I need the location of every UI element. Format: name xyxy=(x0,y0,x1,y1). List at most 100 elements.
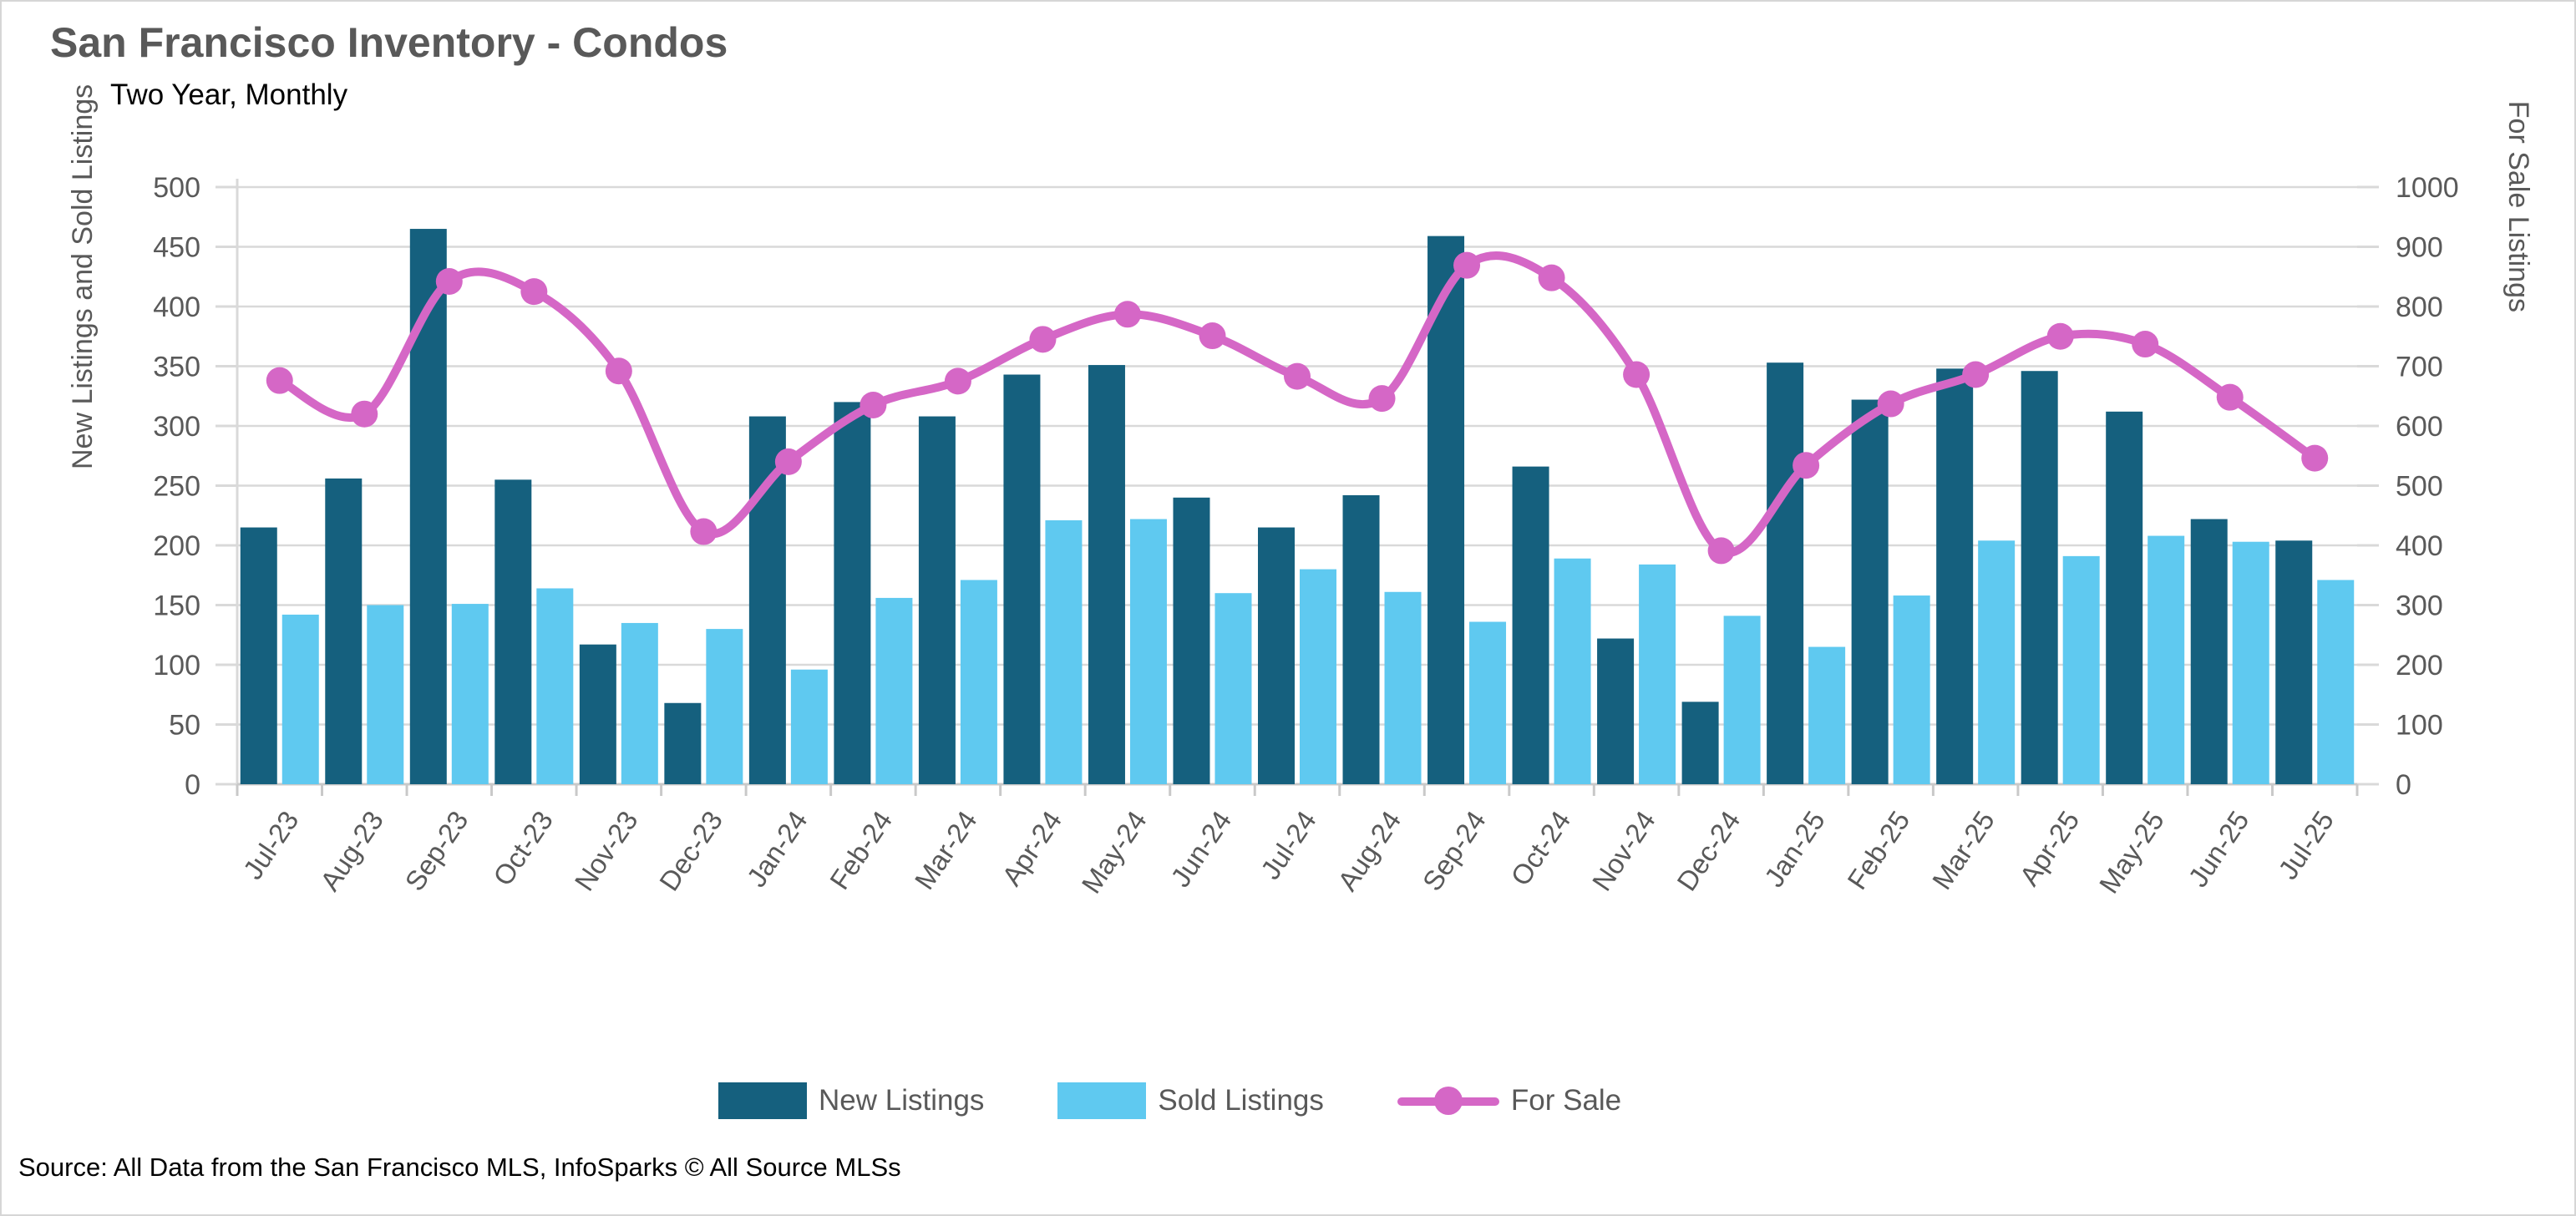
x-axis-tick-label: May-25 xyxy=(2093,805,2170,899)
bar-new-listings xyxy=(2275,540,2313,784)
bar-sold-listings xyxy=(1639,564,1676,784)
for-sale-marker xyxy=(1623,361,1651,388)
bar-new-listings xyxy=(1088,365,1125,784)
bar-new-listings xyxy=(409,229,447,784)
bar-new-listings xyxy=(2190,519,2228,784)
bar-new-listings xyxy=(1258,527,1295,784)
for-sale-marker xyxy=(1793,452,1820,479)
for-sale-line xyxy=(275,251,2320,557)
bar-sold-listings xyxy=(536,588,574,784)
x-axis-tick-label: Dec-24 xyxy=(1671,805,1746,896)
right-axis-tick-label: 700 xyxy=(2396,352,2443,383)
page-subtitle: Two Year, Monthly xyxy=(110,79,348,111)
bar-new-listings xyxy=(2106,411,2143,784)
bar-new-listings xyxy=(834,402,871,784)
bar-new-listings xyxy=(494,479,532,784)
left-axis-tick-label: 100 xyxy=(153,650,200,681)
bar-sold-listings xyxy=(706,629,743,784)
x-axis-tick-label: May-24 xyxy=(1076,805,1153,899)
new-listings-swatch-icon xyxy=(718,1082,807,1119)
x-axis-tick-label: Jul-24 xyxy=(1255,805,1322,884)
bar-sold-listings xyxy=(1554,558,1591,784)
for-sale-marker xyxy=(520,278,548,306)
x-axis-tick-label: Apr-24 xyxy=(996,805,1067,891)
bar-sold-listings xyxy=(1384,591,1422,784)
left-axis-tick-label: 350 xyxy=(153,352,200,383)
for-sale-marker xyxy=(690,518,718,545)
for-sale-marker xyxy=(1368,385,1396,413)
bar-sold-listings xyxy=(281,614,319,784)
bar-new-listings xyxy=(240,527,277,784)
right-axis-tick-label: 1000 xyxy=(2396,172,2459,204)
x-axis-tick-label: Feb-24 xyxy=(824,805,898,894)
legend-item-for-sale: For Sale xyxy=(1397,1082,1621,1119)
left-axis-tick-label: 500 xyxy=(153,172,200,204)
x-axis-tick-label: Apr-25 xyxy=(2013,805,2085,891)
legend-label: Sold Listings xyxy=(1158,1084,1324,1117)
legend: New Listings Sold Listings For Sale xyxy=(718,1082,1621,1119)
bar-new-listings xyxy=(579,644,616,784)
left-axis-tick-label: 450 xyxy=(153,232,200,264)
legend-item-sold-listings: Sold Listings xyxy=(1057,1082,1324,1119)
bar-new-listings xyxy=(1936,368,1974,784)
left-axis-tick-label: 250 xyxy=(153,471,200,503)
bar-sold-listings xyxy=(1469,621,1507,784)
right-axis-tick-label: 500 xyxy=(2396,471,2443,503)
bar-new-listings xyxy=(664,702,702,784)
legend-label: New Listings xyxy=(819,1084,985,1117)
bar-new-listings xyxy=(918,416,956,784)
for-sale-marker xyxy=(1707,537,1735,565)
bar-sold-listings xyxy=(2317,580,2355,784)
bar-sold-listings xyxy=(1978,540,2016,784)
bar-sold-listings xyxy=(2148,535,2185,784)
right-axis-tick-label: 300 xyxy=(2396,590,2443,622)
bar-sold-listings xyxy=(2062,555,2100,784)
for-sale-marker xyxy=(351,400,378,428)
for-sale-marker xyxy=(266,367,293,394)
x-axis-tick-label: Mar-24 xyxy=(909,805,983,894)
for-sale-marker xyxy=(2046,322,2074,350)
bar-new-listings xyxy=(1681,702,1719,784)
left-axis-tick-label: 200 xyxy=(153,530,200,562)
bar-new-listings xyxy=(1003,374,1041,784)
bar-new-listings xyxy=(1597,638,1635,784)
right-axis-tick-label: 800 xyxy=(2396,291,2443,323)
sold-listings-swatch-icon xyxy=(1057,1082,1147,1119)
bar-sold-listings xyxy=(2232,541,2269,784)
bar-new-listings xyxy=(1427,236,1465,784)
x-axis-tick-label: Jul-23 xyxy=(237,805,305,884)
x-axis-tick-label: Oct-24 xyxy=(1504,805,1576,891)
for-sale-marker xyxy=(1538,264,1565,291)
for-sale-marker xyxy=(1453,251,1481,279)
x-axis-tick-label: Nov-23 xyxy=(568,805,643,896)
bar-new-listings xyxy=(325,478,363,784)
for-sale-marker xyxy=(2301,444,2329,472)
x-axis-tick-label: Aug-24 xyxy=(1331,805,1407,896)
right-axis-tick-label: 900 xyxy=(2396,232,2443,264)
x-axis-tick-label: Oct-23 xyxy=(487,805,559,891)
legend-label: For Sale xyxy=(1510,1084,1622,1117)
left-axis-tick-label: 0 xyxy=(185,769,200,801)
x-axis-tick-label: Sep-24 xyxy=(1417,805,1492,896)
x-axis-tick-label: Jun-24 xyxy=(1164,805,1237,892)
x-axis-tick-label: Jan-25 xyxy=(1758,805,1831,892)
bar-sold-listings xyxy=(451,604,489,784)
for-sale-marker xyxy=(1199,322,1226,350)
bar-new-listings xyxy=(1342,494,1380,784)
bar-new-listings xyxy=(1173,497,1210,784)
for-sale-marker xyxy=(1029,326,1057,353)
for-sale-marker xyxy=(860,391,887,418)
x-axis-tick-label: Jul-25 xyxy=(2272,805,2340,884)
x-axis-tick-label: Jun-25 xyxy=(2182,805,2254,892)
bar-new-listings xyxy=(1851,399,1889,784)
left-axis-tick-label: 400 xyxy=(153,291,200,323)
bar-sold-listings xyxy=(1893,595,1930,784)
bar-sold-listings xyxy=(1808,646,1846,784)
x-axis-tick-label: Feb-25 xyxy=(1841,805,1915,894)
for-sale-marker xyxy=(435,267,463,295)
x-axis-tick-label: Dec-23 xyxy=(653,805,728,896)
for-sale-marker xyxy=(944,367,971,395)
bar-sold-listings xyxy=(1045,519,1083,784)
